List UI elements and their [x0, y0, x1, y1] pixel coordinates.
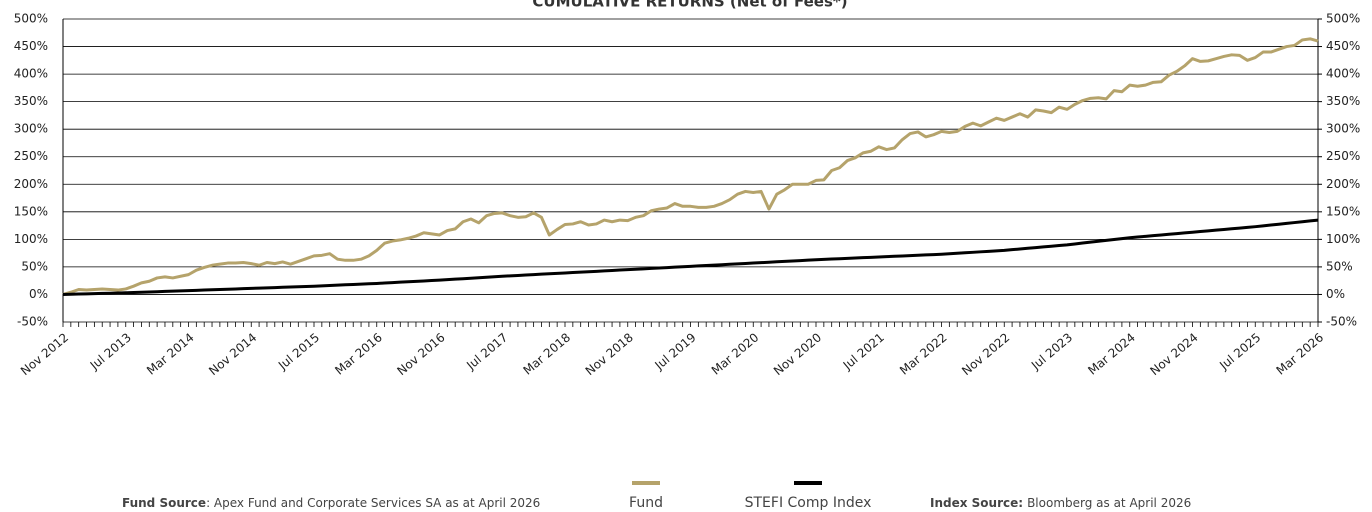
index-source-label: Index Source:	[930, 496, 1023, 510]
y-tick-label: 100%	[14, 232, 48, 246]
y2-tick-label: 450%	[1326, 39, 1360, 53]
x-tick-label: Nov 2016	[394, 330, 447, 378]
series-line	[62, 218, 1319, 296]
x-tick-label: Nov 2020	[771, 330, 824, 378]
y2-tick-label: -50%	[1326, 315, 1357, 329]
y2-tick-label: 250%	[1326, 149, 1360, 163]
y-tick-label: 400%	[14, 67, 48, 81]
y2-tick-label: 500%	[1326, 12, 1360, 26]
y2-tick-label: 350%	[1326, 94, 1360, 108]
x-tick-label: Nov 2022	[959, 330, 1012, 378]
x-tick-label: Jul 2013	[87, 330, 134, 373]
y-tick-label: -50%	[17, 315, 48, 329]
y2-tick-label: 200%	[1326, 177, 1360, 191]
x-tick-label: Mar 2026	[1274, 330, 1327, 377]
x-tick-label: Jul 2025	[1216, 330, 1263, 373]
x-tick-label: Jul 2021	[840, 330, 887, 373]
x-tick-label: Jul 2015	[275, 330, 322, 373]
index-source: Index Source: Bloomberg as at April 2026	[930, 496, 1191, 510]
y2-tick-label: 150%	[1326, 204, 1360, 218]
y-tick-label: 150%	[14, 204, 48, 218]
fund-source: Fund Source: Apex Fund and Corporate Ser…	[122, 496, 540, 510]
y-tick-label: 200%	[14, 177, 48, 191]
y2-tick-label: 400%	[1326, 67, 1360, 81]
y-tick-label: 0%	[29, 287, 48, 301]
series-line	[62, 37, 1319, 296]
x-tick-label: Nov 2018	[583, 330, 636, 378]
y-tick-label: 50%	[21, 259, 48, 273]
y2-tick-label: 100%	[1326, 232, 1360, 246]
x-tick-label: Mar 2020	[709, 330, 762, 377]
x-tick-label: Nov 2024	[1147, 330, 1200, 378]
legend-label: Fund	[629, 495, 663, 511]
fund-source-text: : Apex Fund and Corporate Services SA as…	[206, 496, 540, 510]
y-tick-label: 350%	[14, 94, 48, 108]
fund-source-label: Fund Source	[122, 496, 206, 510]
y-tick-label: 300%	[14, 122, 48, 136]
x-tick-label: Mar 2014	[144, 330, 197, 377]
y-tick-label: 500%	[14, 12, 48, 26]
x-tick-label: Jul 2017	[463, 330, 510, 373]
chart-title: CUMULATIVE RETURNS (Net of Fees*)	[532, 0, 847, 11]
index-source-text: Bloomberg as at April 2026	[1027, 496, 1191, 510]
x-tick-label: Mar 2022	[897, 330, 950, 377]
x-tick-label: Mar 2018	[521, 330, 574, 377]
y2-tick-label: 50%	[1326, 259, 1353, 273]
x-tick-label: Nov 2012	[18, 330, 71, 378]
x-tick-label: Mar 2016	[332, 330, 385, 377]
x-tick-label: Mar 2024	[1085, 330, 1138, 377]
y-tick-label: 450%	[14, 39, 48, 53]
y2-tick-label: 300%	[1326, 122, 1360, 136]
x-tick-label: Jul 2019	[651, 330, 698, 373]
y-tick-label: 250%	[14, 149, 48, 163]
x-tick-label: Nov 2014	[206, 330, 259, 378]
legend-label: STEFI Comp Index	[745, 495, 872, 511]
y2-tick-label: 0%	[1326, 287, 1345, 301]
x-tick-label: Jul 2023	[1028, 330, 1075, 373]
